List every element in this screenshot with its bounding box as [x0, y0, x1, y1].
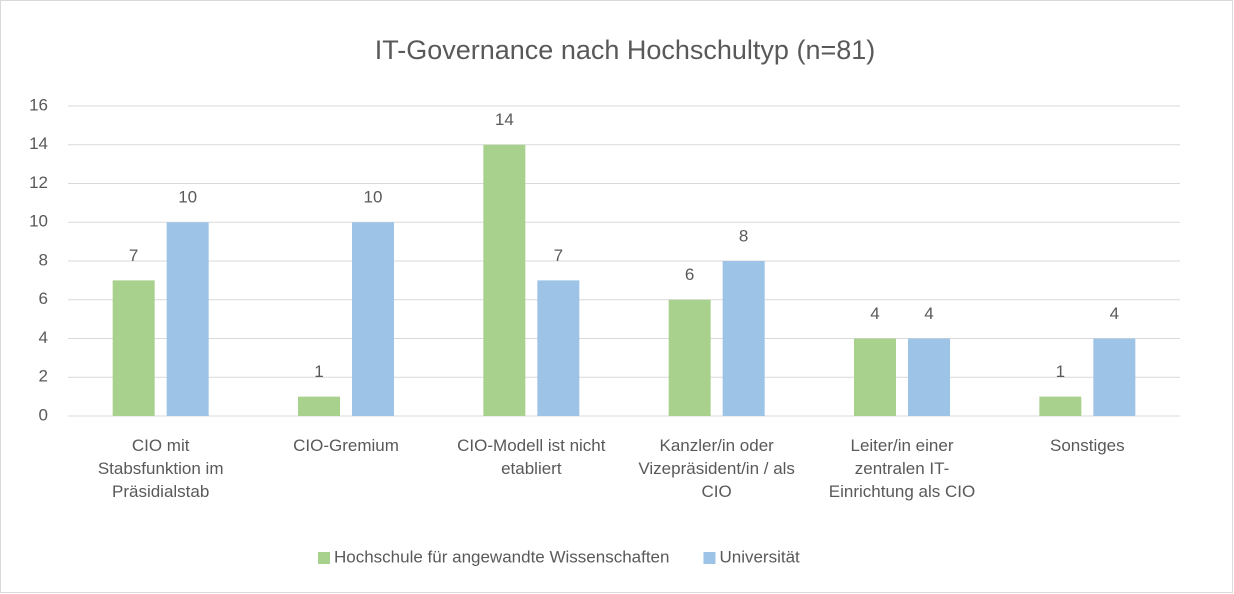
data-label: 6 — [685, 265, 694, 284]
x-tick-label: CIO-Gremium — [293, 436, 399, 455]
data-label: 14 — [495, 110, 514, 129]
data-label: 4 — [924, 304, 933, 323]
bar — [1093, 338, 1136, 416]
y-tick-label: 14 — [29, 134, 48, 153]
legend-swatch — [318, 552, 330, 564]
y-tick-label: 2 — [39, 367, 48, 386]
x-tick-label: CIO-Modell ist nicht etabliert — [457, 436, 606, 478]
legend-label: Hochschule für angewandte Wissenschaften — [334, 547, 669, 566]
legend-swatch — [703, 552, 716, 564]
x-tick-label: CIO mit Stabsfunktion im Präsidialstab — [97, 436, 224, 501]
y-tick-label: 10 — [29, 212, 48, 231]
y-tick-label: 12 — [29, 173, 48, 192]
data-label: 10 — [364, 188, 383, 207]
data-label: 4 — [870, 304, 879, 323]
bar — [483, 144, 526, 416]
bar — [112, 280, 155, 416]
data-label: 7 — [554, 246, 563, 265]
bar — [352, 222, 394, 416]
data-label: 1 — [314, 362, 323, 381]
data-label: 1 — [1056, 362, 1065, 381]
y-tick-label: 16 — [29, 95, 48, 114]
data-label: 4 — [1110, 304, 1119, 323]
bar — [722, 261, 765, 416]
bar — [537, 280, 580, 416]
legend-label: Universität — [719, 547, 800, 566]
data-label: 7 — [129, 246, 138, 265]
y-tick-label: 8 — [39, 250, 48, 269]
y-tick-label: 4 — [39, 328, 48, 347]
bar — [1039, 396, 1082, 416]
data-label: 10 — [178, 188, 197, 207]
y-tick-label: 0 — [39, 405, 48, 424]
x-tick-label: Leiter/in einer zentralen IT-Einrichtung… — [828, 436, 976, 501]
data-label: 8 — [739, 226, 748, 245]
bar — [166, 222, 209, 416]
bar — [854, 338, 896, 416]
y-tick-label: 6 — [39, 289, 48, 308]
bar — [298, 396, 340, 416]
bar — [908, 338, 950, 416]
bar — [668, 299, 711, 416]
x-tick-label: Kanzler/in oder Vizepräsident/in / als C… — [638, 436, 795, 501]
chart-title: IT-Governance nach Hochschultyp (n=81) — [375, 35, 876, 65]
x-tick-label: Sonstiges — [1049, 436, 1125, 455]
